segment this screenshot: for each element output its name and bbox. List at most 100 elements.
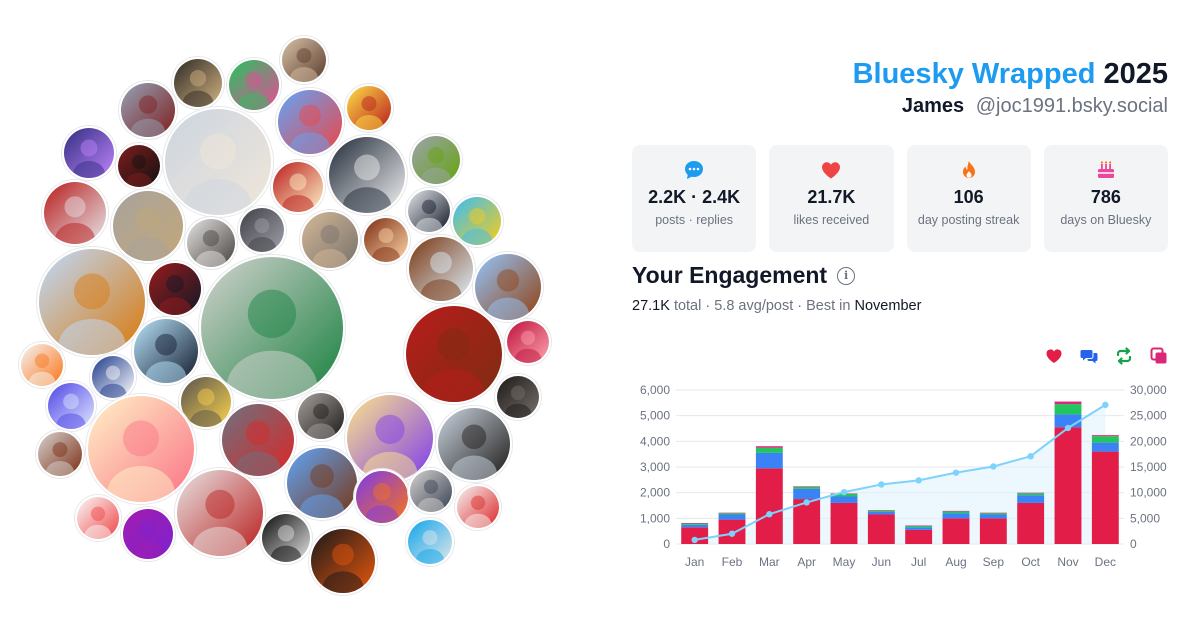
bar-segment: [1017, 502, 1045, 544]
bar-segment: [1017, 493, 1045, 496]
x-tick-label: Apr: [797, 555, 816, 569]
avatar[interactable]: [86, 394, 196, 504]
bar-segment: [979, 512, 1007, 514]
avatar[interactable]: [116, 143, 162, 189]
bar-segment: [830, 502, 858, 544]
engagement-total-label: total: [673, 298, 702, 314]
stat-label: days on Bluesky: [1060, 213, 1152, 227]
avatar[interactable]: [495, 374, 541, 420]
avatar[interactable]: [172, 57, 224, 109]
avatar[interactable]: [451, 195, 503, 247]
avatar[interactable]: [309, 527, 377, 595]
user-handle[interactable]: @joc1991.bsky.social: [975, 95, 1168, 117]
avatar[interactable]: [199, 255, 345, 401]
avatar[interactable]: [406, 188, 452, 234]
avatar[interactable]: [285, 446, 359, 520]
avatar[interactable]: [327, 135, 407, 215]
avatar[interactable]: [220, 402, 296, 478]
heart-icon[interactable]: [1045, 347, 1063, 365]
x-tick-label: Jun: [872, 555, 891, 569]
avatar[interactable]: [132, 317, 200, 385]
avatar[interactable]: [42, 180, 108, 246]
bar-segment: [905, 529, 933, 544]
bar-segment: [867, 510, 895, 512]
avatar[interactable]: [163, 107, 273, 217]
avatar[interactable]: [37, 247, 147, 357]
bar-segment: [1017, 495, 1045, 503]
avatar[interactable]: [296, 391, 346, 441]
y2-tick-label: 15,000: [1130, 460, 1167, 474]
avatar[interactable]: [36, 430, 84, 478]
avatar[interactable]: [238, 206, 286, 254]
avatar[interactable]: [345, 84, 393, 132]
avatar[interactable]: [362, 216, 410, 264]
avatar[interactable]: [505, 319, 551, 365]
avatar[interactable]: [410, 134, 462, 186]
stat-label: likes received: [793, 213, 870, 227]
replies-icon[interactable]: [1080, 347, 1098, 365]
bar-segment: [718, 513, 746, 515]
avatar[interactable]: [111, 189, 185, 263]
stat-card-days: 786 days on Bluesky: [1043, 145, 1168, 252]
cumulative-point: [1102, 401, 1109, 409]
avatar[interactable]: [62, 126, 116, 180]
bar-segment: [718, 514, 746, 520]
x-tick-label: Mar: [759, 555, 780, 569]
bar-segment: [1091, 451, 1119, 544]
avatar[interactable]: [179, 375, 233, 429]
bar-segment: [867, 511, 895, 515]
y-tick-label: 0: [663, 537, 670, 551]
cumulative-point: [728, 530, 736, 537]
avatar[interactable]: [119, 81, 177, 139]
avatar[interactable]: [404, 304, 504, 404]
avatar[interactable]: [406, 518, 454, 566]
repost-icon[interactable]: [1115, 347, 1133, 365]
speech-bubble-icon: [632, 159, 756, 181]
cumulative-point: [990, 463, 997, 470]
avatar[interactable]: [408, 468, 454, 514]
year-label: 2025: [1103, 58, 1168, 90]
avatar[interactable]: [227, 58, 281, 112]
avatar[interactable]: [280, 36, 328, 84]
bar-segment: [979, 518, 1007, 544]
avatar[interactable]: [300, 210, 360, 270]
avatar[interactable]: [276, 88, 344, 156]
avatar[interactable]: [260, 512, 312, 564]
avatar[interactable]: [271, 160, 325, 214]
avatar[interactable]: [175, 468, 265, 558]
x-tick-label: Nov: [1057, 555, 1078, 569]
bar-segment: [979, 514, 1007, 519]
cumulative-point: [952, 469, 960, 476]
cumulative-point: [840, 488, 848, 496]
avatar[interactable]: [455, 484, 501, 530]
info-icon[interactable]: i: [837, 266, 856, 285]
avatar[interactable]: [75, 495, 121, 541]
avatar[interactable]: [407, 235, 475, 303]
avatar[interactable]: [354, 469, 410, 525]
avatar[interactable]: [46, 381, 96, 431]
cumulative-point: [915, 477, 922, 484]
stat-label: day posting streak: [917, 213, 1020, 227]
bar-segment: [681, 523, 709, 525]
x-tick-label: Jul: [911, 555, 926, 569]
avatar[interactable]: [185, 217, 237, 269]
y-tick-label: 6,000: [640, 383, 670, 397]
avatar[interactable]: [473, 252, 543, 322]
avatar[interactable]: [147, 261, 203, 317]
quote-icon[interactable]: [1150, 347, 1168, 365]
page-title: Bluesky Wrapped 2025: [853, 58, 1168, 91]
y-tick-label: 1,000: [640, 511, 670, 525]
avatar[interactable]: [121, 507, 175, 561]
y2-tick-label: 0: [1130, 537, 1137, 551]
avatar[interactable]: [436, 406, 512, 482]
stat-value: 2.2K · 2.4K: [648, 187, 741, 207]
engagement-total: 27.1K: [632, 298, 670, 314]
avatar[interactable]: [19, 342, 65, 388]
avatar[interactable]: [90, 354, 136, 400]
bar-segment: [755, 468, 783, 544]
x-tick-label: Sep: [983, 555, 1005, 569]
bar-segment: [867, 510, 895, 511]
stat-card-posts: 2.2K · 2.4K posts · replies: [632, 145, 757, 252]
cumulative-line: [694, 404, 1106, 541]
bar-segment: [793, 488, 821, 500]
